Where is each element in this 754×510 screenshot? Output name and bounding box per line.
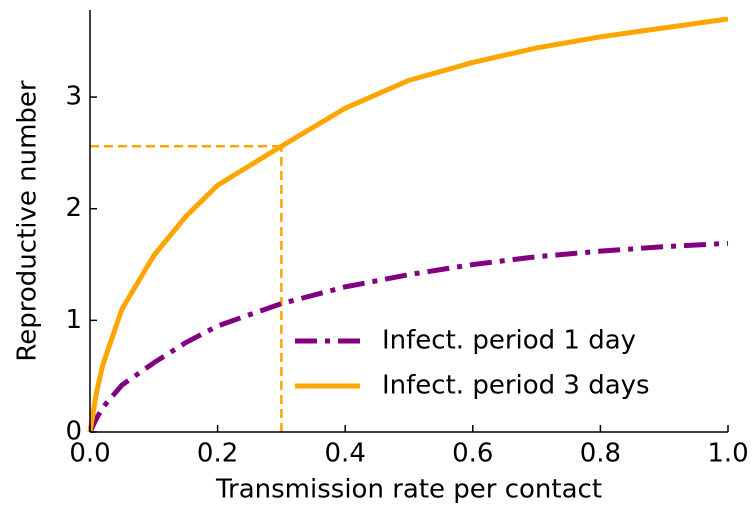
x-tick-label: 0.0	[69, 439, 110, 469]
x-tick-label: 0.2	[197, 439, 238, 469]
x-tick-label: 0.4	[325, 439, 366, 469]
legend-label: Infect. period 3 days	[382, 371, 650, 401]
y-tick-label: 3	[65, 82, 82, 112]
y-axis-label: Reproductive number	[13, 80, 43, 362]
line-series	[87, 16, 729, 433]
y-tick-label: 0	[65, 417, 82, 447]
x-tick-label: 0.6	[452, 439, 493, 469]
x-tick-label: 1.0	[707, 439, 748, 469]
x-axis-label: Transmission rate per contact	[215, 475, 602, 505]
legend-label: Infect. period 1 day	[382, 326, 636, 356]
y-tick-label: 2	[65, 193, 82, 223]
x-tick-label: 0.8	[580, 439, 621, 469]
y-tick-label: 1	[65, 305, 82, 335]
